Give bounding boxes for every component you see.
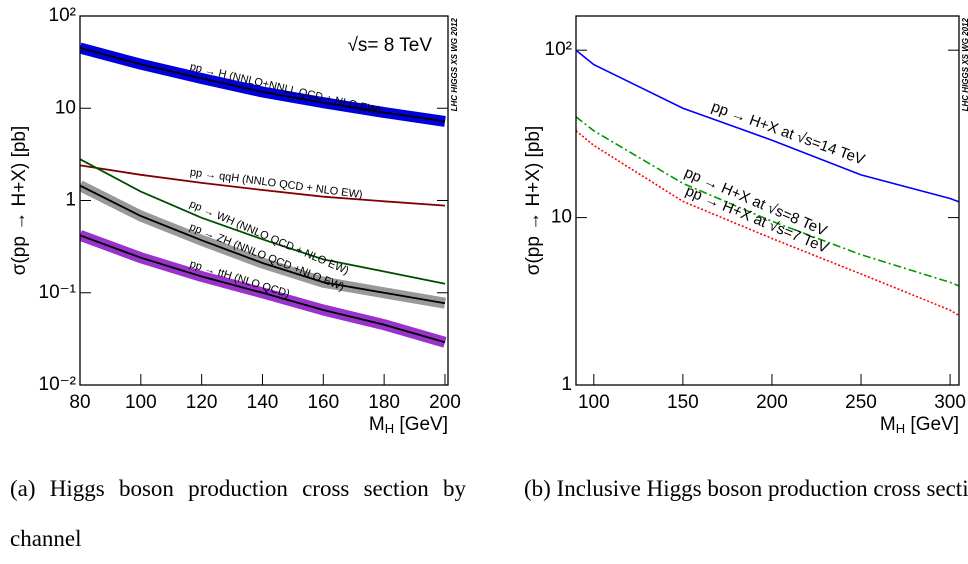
- caption: (b) Inclusive Higgs boson production cro…: [524, 476, 968, 501]
- x-tick-label: 180: [368, 392, 400, 413]
- plot: [80, 42, 447, 348]
- frame: [79, 15, 449, 386]
- series-label: pp → H (NNLO+NNLL QCD + NLO EW): [189, 61, 382, 117]
- line: [80, 234, 446, 344]
- charts: 80 100 120 140 160 180 200 10⁻² 10⁻¹ 1 10 10² pp → H…: [9, 5, 968, 436]
- y-tick-label: 10⁻¹: [39, 282, 77, 303]
- x-axis-label-part: M: [369, 414, 385, 435]
- plot: [576, 49, 959, 317]
- y-axis-label: σ(pp → H+X) [pb]: [9, 126, 30, 276]
- energy-label: √s= 8 TeV: [347, 35, 432, 56]
- x-tick-label: 100: [578, 392, 610, 413]
- line: [80, 184, 446, 305]
- line: [80, 158, 446, 285]
- x-tick-label: 100: [125, 392, 157, 413]
- watermark: LHC HIGGS XS WG 2012: [961, 17, 968, 111]
- x-tick-label: 250: [845, 392, 877, 413]
- series-label: pp → H+X at √s=14 TeV: [709, 98, 867, 168]
- line: [576, 130, 959, 317]
- y-tick-label: 10⁻²: [39, 374, 77, 395]
- y-tick-label: 1: [561, 374, 572, 395]
- watermark: LHC HIGGS XS WG 2012: [450, 17, 459, 111]
- x-tick-label: 300: [934, 392, 966, 413]
- x-tick-label: 200: [756, 392, 788, 413]
- line: [576, 49, 959, 203]
- x-axis-label: MH [GeV]: [880, 414, 959, 436]
- x-axis-label: MH [GeV]: [369, 414, 448, 436]
- x-axis-label-part: M: [880, 414, 896, 435]
- y-axis-label: σ(pp → H+X) [pb]: [523, 126, 544, 276]
- y-tick-label: 1: [65, 190, 76, 211]
- x-axis-label-part: H: [385, 421, 394, 436]
- y-tick-label: 10: [55, 97, 76, 118]
- line: [80, 47, 446, 123]
- x-axis-label-part: [GeV]: [905, 414, 959, 435]
- line: [80, 164, 446, 207]
- x-axis-label-part: H: [896, 421, 905, 436]
- frame: [575, 15, 960, 386]
- y-tick-label: 10: [551, 207, 572, 228]
- x-tick-label: 120: [186, 392, 218, 413]
- x-axis-label-part: [GeV]: [394, 414, 448, 435]
- caption: (a) Higgs boson production cross section…: [10, 476, 466, 551]
- x-tick-label: 140: [247, 392, 279, 413]
- x-tick-label: 200: [429, 392, 461, 413]
- y-tick-label: 10²: [49, 5, 76, 26]
- x-tick-label: 150: [667, 392, 699, 413]
- y-tick-label: 10²: [545, 39, 572, 60]
- x-tick-label: 80: [69, 392, 90, 413]
- x-tick-label: 160: [307, 392, 339, 413]
- line: [576, 116, 959, 287]
